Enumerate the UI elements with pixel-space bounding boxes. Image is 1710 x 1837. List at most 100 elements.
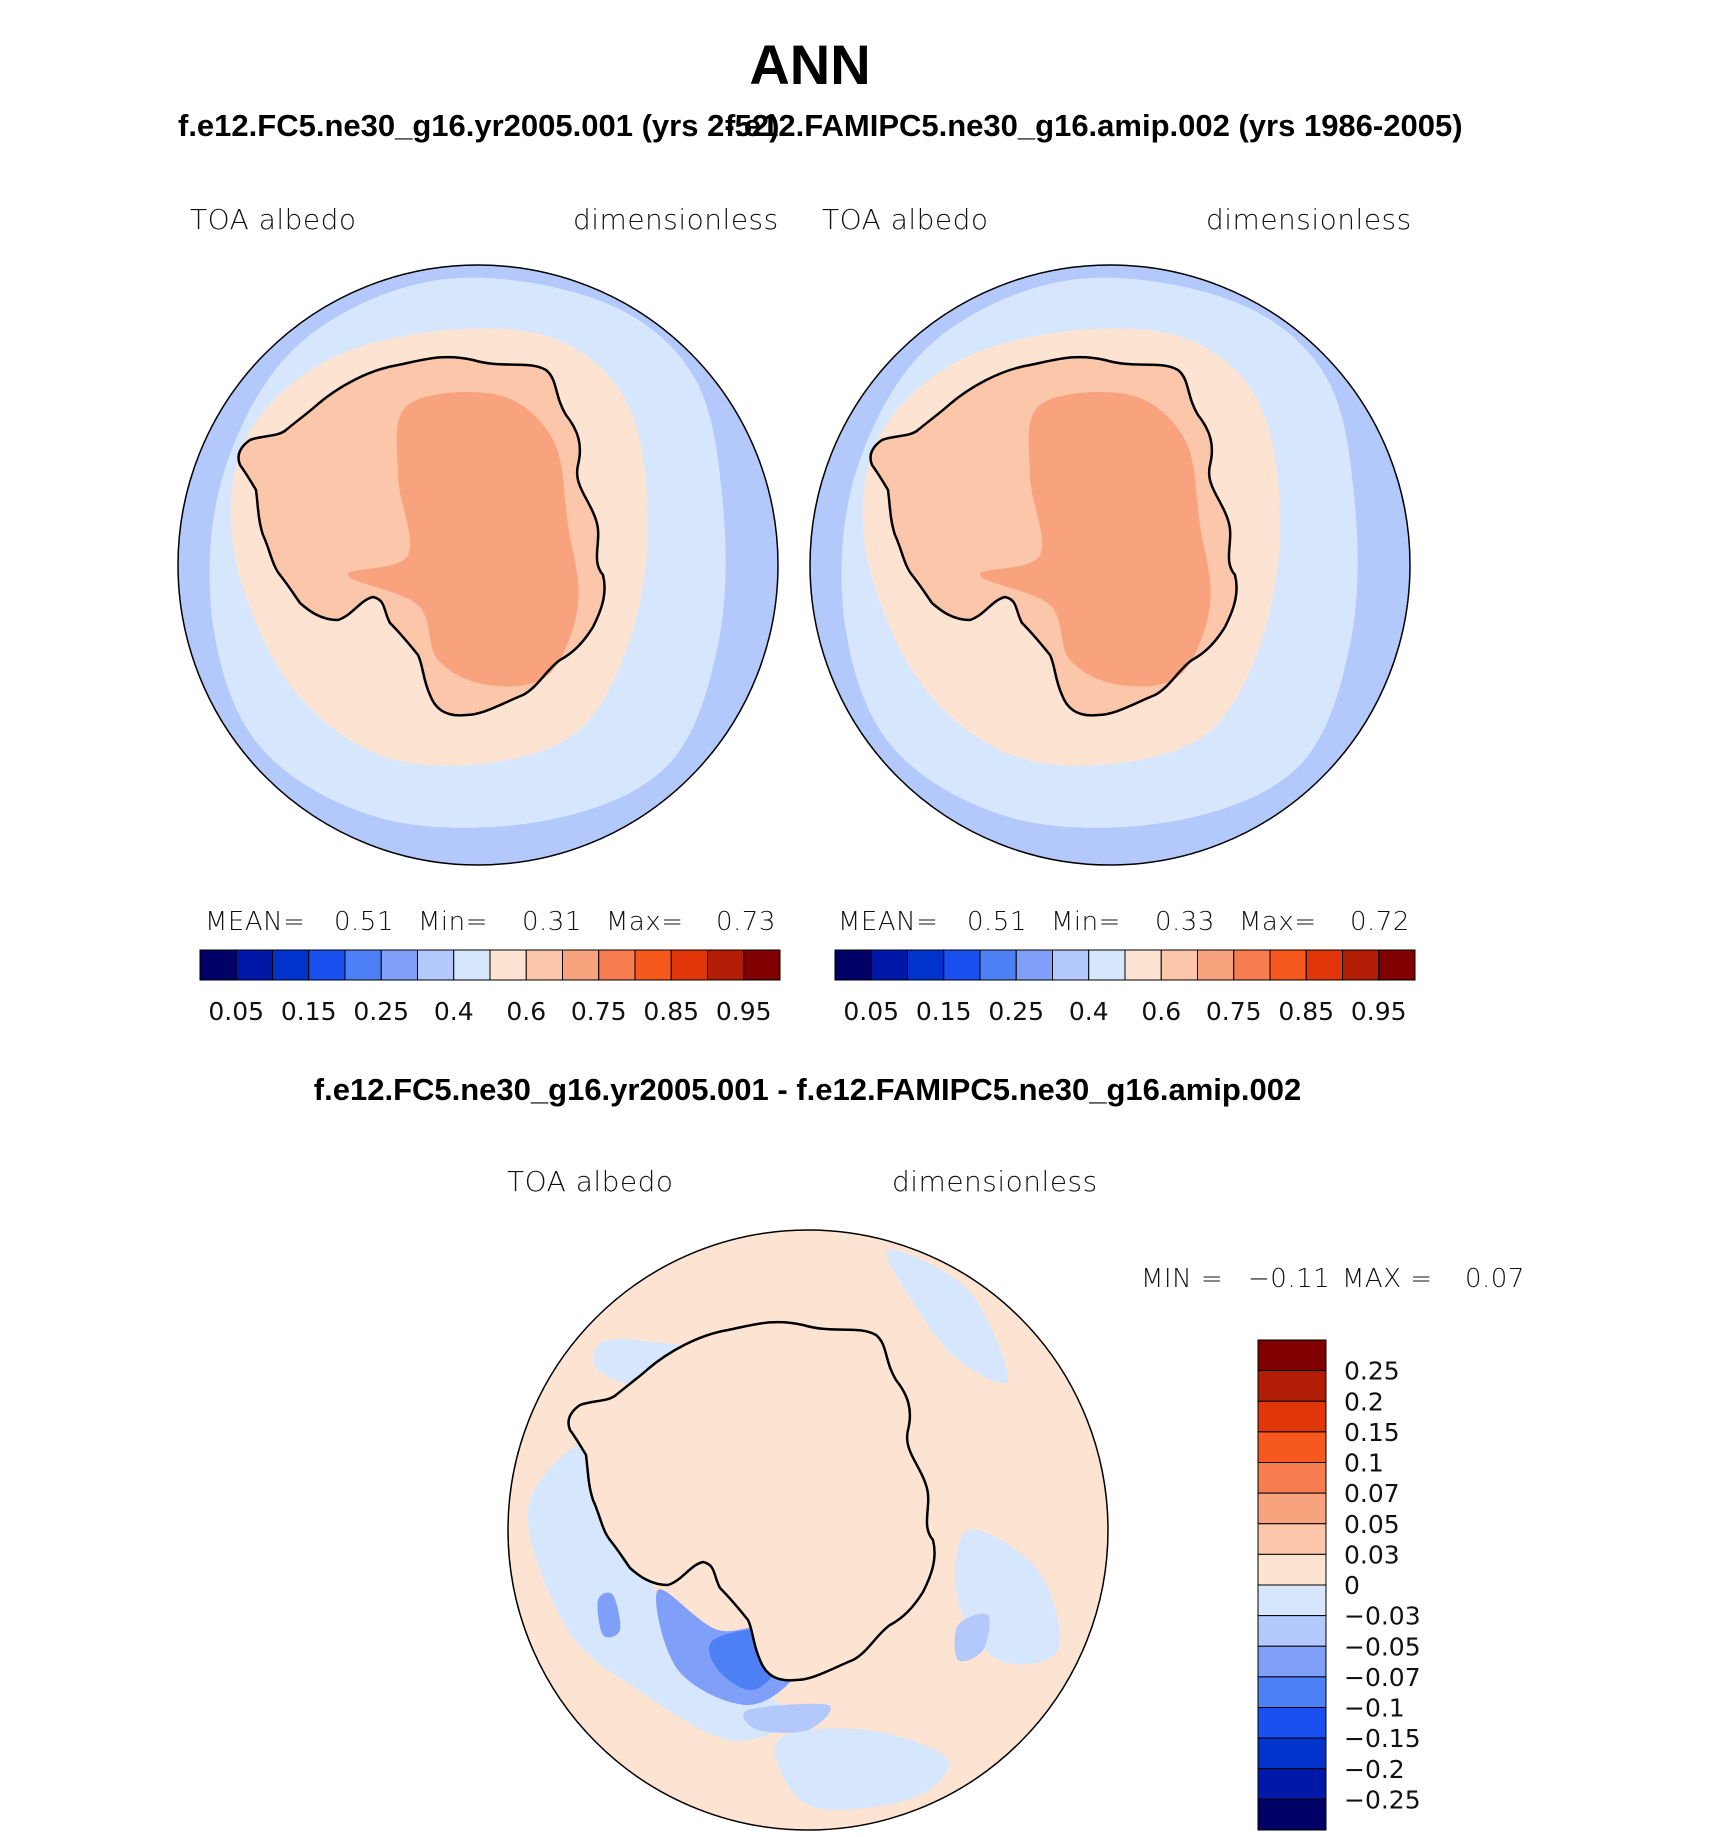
panel2-variable-label: TOA albedo [822, 203, 989, 236]
colorbar-swatch [562, 949, 600, 981]
colorbar-tick-label: −0.15 [1344, 1724, 1421, 1753]
colorbar-swatch [1160, 949, 1198, 981]
colorbar-tick-label: −0.25 [1344, 1785, 1421, 1814]
field-negative-small [775, 1728, 950, 1810]
map-boundary [177, 264, 779, 866]
colorbar-tick-label: 0 [1344, 1571, 1360, 1600]
field-interior [347, 392, 579, 687]
colorbar-tick-label: −0.2 [1344, 1755, 1405, 1784]
colorbar-swatch [1124, 949, 1162, 981]
colorbar-swatch [670, 949, 708, 981]
albedo-map-1 [178, 265, 778, 865]
colorbar-swatch [525, 949, 563, 981]
panel2-units-label: dimensionless [1206, 203, 1412, 236]
colorbar-tick-label: 0.25 [988, 997, 1044, 1026]
colorbar-swatch [1088, 949, 1126, 981]
field-positive-mid [743, 1703, 831, 1733]
colorbar-swatch [1197, 949, 1235, 981]
colorbar-swatch [1257, 1523, 1327, 1555]
colorbar-swatch [1257, 1370, 1327, 1402]
map-boundary [507, 1229, 1109, 1831]
colorbar-tick-label: 0.85 [1278, 997, 1334, 1026]
colorbar-swatch [1257, 1707, 1327, 1739]
colorbar-tick-label: 0.6 [1141, 997, 1181, 1026]
difference-map [508, 1230, 1108, 1830]
colorbar-swatch [870, 949, 908, 981]
colorbar-swatch [1257, 1584, 1327, 1617]
colorbar-swatch [380, 949, 418, 981]
albedo-map-2 [810, 265, 1410, 865]
colorbar-swatch [1257, 1400, 1327, 1433]
colorbar-swatch [1257, 1737, 1327, 1770]
colorbar-tick-label: 0.95 [1351, 997, 1407, 1026]
colorbar-tick-label: 0.4 [434, 997, 474, 1026]
colorbar-tick-label: 0.05 [1344, 1510, 1400, 1539]
panel1-max-label: Max= [606, 907, 684, 937]
colorbar-tick-label: 0.15 [281, 997, 337, 1026]
colorbar-tick-label: 0.2 [1344, 1387, 1384, 1416]
difference-variable-label: TOA albedo [507, 1165, 674, 1198]
panel2-run-title: f.e12.FAMIPC5.ne30_g16.amip.002 (yrs 198… [725, 108, 1463, 143]
colorbar-tick-label: 0.15 [1344, 1418, 1400, 1447]
colorbar-swatch [1269, 949, 1307, 981]
colorbar-swatch [834, 949, 872, 981]
panel2-max-value: 0.72 [1350, 907, 1410, 937]
colorbar-swatch [1052, 949, 1090, 981]
colorbar-swatch [1233, 949, 1271, 981]
difference-max-label: MAX = [1342, 1264, 1433, 1294]
colorbar-swatch [634, 949, 672, 981]
colorbar-tick-label: −0.1 [1344, 1694, 1405, 1723]
colorbar-tick-label: 0.15 [916, 997, 972, 1026]
colorbar-swatch [235, 949, 273, 981]
panel2-min-label: Min= [1051, 907, 1121, 937]
colorbar-tick-label: 0.03 [1344, 1540, 1400, 1569]
difference-title: f.e12.FC5.ne30_g16.yr2005.001 - f.e12.FA… [313, 1072, 1302, 1107]
field-negative-small [886, 1249, 1009, 1384]
colorbar-tick-label: 0.07 [1344, 1479, 1400, 1508]
field-negative-small [527, 1438, 789, 1741]
colorbar-swatch [489, 949, 527, 981]
difference-max-value: 0.07 [1465, 1264, 1525, 1294]
panel1-mean-value: 0.51 [334, 907, 394, 937]
colorbar-tick-label: −0.03 [1344, 1602, 1421, 1631]
colorbar-swatch [1257, 1492, 1327, 1525]
map-boundary [809, 264, 1411, 866]
colorbar-swatch [453, 949, 491, 981]
field-positive-mid [954, 1613, 990, 1662]
figure-title: ANN [749, 33, 871, 96]
colorbar-swatch [308, 949, 346, 981]
colorbar-tick-label: 0.95 [716, 997, 772, 1026]
colorbar-tick-label: 0.6 [506, 997, 546, 1026]
colorbar-tick-label: 0.75 [1206, 997, 1262, 1026]
colorbar-swatch [417, 949, 455, 981]
colorbar-swatch [707, 949, 745, 981]
difference-min-value: −0.11 [1248, 1264, 1331, 1294]
colorbar-swatch [598, 949, 636, 981]
panel2-mean-label: MEAN= [838, 907, 939, 937]
panel1-max-value: 0.73 [716, 907, 776, 937]
colorbar-swatch [1342, 949, 1380, 981]
field-negative-mid [597, 1592, 621, 1638]
colorbar-tick-label: −0.07 [1344, 1663, 1421, 1692]
colorbar-swatch [1305, 949, 1343, 981]
panel1-min-value: 0.31 [522, 907, 582, 937]
panel1-min-label: Min= [418, 907, 488, 937]
panel1-run-title: f.e12.FC5.ne30_g16.yr2005.001 (yrs 2-52) [178, 108, 780, 143]
panel2-mean-value: 0.51 [967, 907, 1027, 937]
difference-units-label: dimensionless [892, 1165, 1098, 1198]
colorbar-swatch [1015, 949, 1053, 981]
colorbar-tick-label: 0.1 [1344, 1449, 1384, 1478]
colorbar-tick-label: −0.05 [1344, 1632, 1421, 1661]
colorbar-swatch [1378, 949, 1416, 981]
colorbar-swatch [1257, 1431, 1327, 1463]
panel2-min-value: 0.33 [1155, 907, 1215, 937]
colorbar-swatch [743, 949, 781, 981]
colorbar-tick-label: 0.05 [843, 997, 899, 1026]
colorbar-tick-label: 0.25 [1344, 1357, 1400, 1386]
colorbar-swatch [907, 949, 945, 981]
colorbar-swatch [1257, 1645, 1327, 1678]
field-interior [979, 392, 1211, 687]
colorbar-swatch [272, 949, 310, 981]
colorbar-swatch [943, 949, 981, 981]
